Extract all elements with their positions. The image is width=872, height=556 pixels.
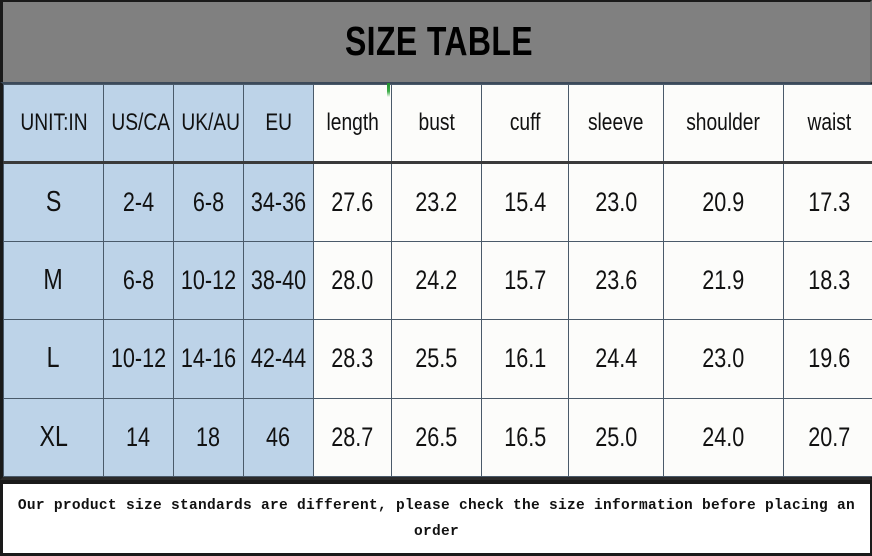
cell-uk-au: 18	[173, 397, 244, 477]
page-title: SIZE TABLE	[344, 18, 534, 64]
column-header-length: length	[313, 84, 392, 164]
column-header-uk-au: UK/AU	[173, 84, 244, 164]
table-row: L 10-12 14-16 42-44 28.3 25.5 16.1 24.4 …	[3, 319, 872, 399]
cell-shoulder: 23.0	[663, 319, 784, 399]
cell-eu: 34-36	[243, 162, 314, 242]
cell-waist: 20.7	[783, 397, 872, 477]
cell-sleeve: 25.0	[568, 397, 664, 477]
cell-waist: 18.3	[783, 240, 872, 320]
cell-waist: 19.6	[783, 319, 872, 399]
cell-uk-au: 14-16	[173, 319, 244, 399]
footer-note-band: Our product size standards are different…	[0, 480, 872, 556]
cell-us-ca: 2-4	[103, 162, 174, 242]
cell-us-ca: 10-12	[103, 319, 174, 399]
column-header-bust: bust	[391, 84, 482, 164]
cell-eu: 38-40	[243, 240, 314, 320]
column-header-unit: UNIT:IN	[3, 84, 104, 164]
cell-sleeve: 23.6	[568, 240, 664, 320]
cell-shoulder: 21.9	[663, 240, 784, 320]
cell-cuff: 15.4	[481, 162, 569, 242]
cell-size: L	[3, 319, 104, 399]
column-header-eu: EU	[243, 84, 314, 164]
cell-length: 28.0	[313, 240, 392, 320]
cell-bust: 23.2	[391, 162, 482, 242]
column-header-shoulder: shoulder	[663, 84, 784, 164]
cell-sleeve: 23.0	[568, 162, 664, 242]
cell-cuff: 15.7	[481, 240, 569, 320]
cell-shoulder: 20.9	[663, 162, 784, 242]
size-table: UNIT:IN US/CA UK/AU EU length bust cuff …	[3, 84, 872, 477]
table-row: M 6-8 10-12 38-40 28.0 24.2 15.7 23.6 21…	[3, 240, 872, 320]
cell-uk-au: 10-12	[173, 240, 244, 320]
cell-shoulder: 24.0	[663, 397, 784, 477]
table-row: S 2-4 6-8 34-36 27.6 23.2 15.4 23.0 20.9…	[3, 162, 872, 242]
cell-size: S	[3, 162, 104, 242]
cell-size: XL	[3, 397, 104, 477]
size-table-container: UNIT:IN US/CA UK/AU EU length bust cuff …	[0, 82, 872, 480]
cell-eu: 42-44	[243, 319, 314, 399]
cell-bust: 26.5	[391, 397, 482, 477]
cell-bust: 24.2	[391, 240, 482, 320]
cell-waist: 17.3	[783, 162, 872, 242]
column-header-waist: waist	[783, 84, 872, 164]
cell-length: 28.3	[313, 319, 392, 399]
cell-cuff: 16.5	[481, 397, 569, 477]
cell-bust: 25.5	[391, 319, 482, 399]
footer-note: Our product size standards are different…	[17, 498, 856, 540]
cell-us-ca: 6-8	[103, 240, 174, 320]
table-header-row: UNIT:IN US/CA UK/AU EU length bust cuff …	[3, 84, 872, 164]
cell-cuff: 16.1	[481, 319, 569, 399]
cell-sleeve: 24.4	[568, 319, 664, 399]
cell-eu: 46	[243, 397, 314, 477]
cell-uk-au: 6-8	[173, 162, 244, 242]
column-header-cuff: cuff	[481, 84, 569, 164]
table-row: XL 14 18 46 28.7 26.5 16.5 25.0 24.0 20.…	[3, 397, 872, 477]
green-tick-mark	[387, 83, 390, 97]
cell-length: 28.7	[313, 397, 392, 477]
column-header-sleeve: sleeve	[568, 84, 664, 164]
cell-size: M	[3, 240, 104, 320]
cell-length: 27.6	[313, 162, 392, 242]
cell-us-ca: 14	[103, 397, 174, 477]
column-header-us-ca: US/CA	[103, 84, 174, 164]
title-band: SIZE TABLE	[0, 0, 872, 82]
